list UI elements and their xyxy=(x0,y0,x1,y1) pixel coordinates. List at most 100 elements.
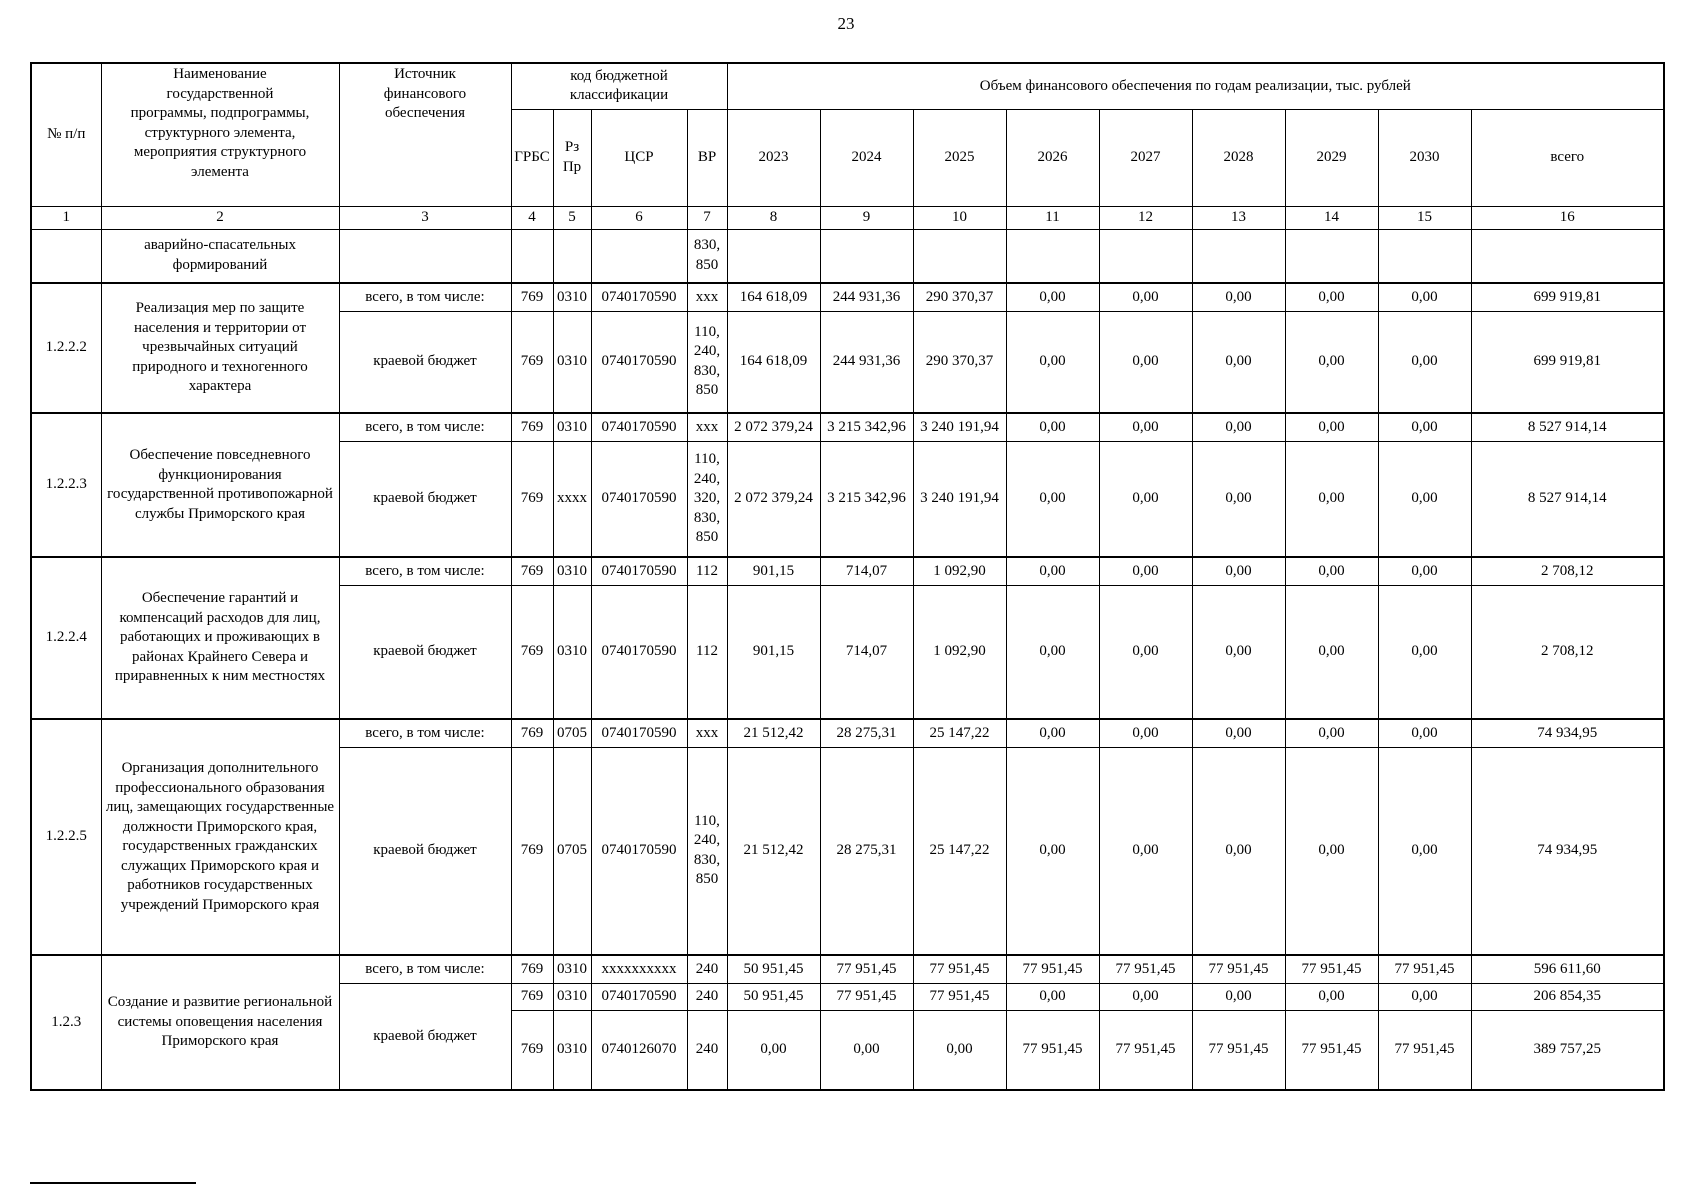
value-cell: 74 934,95 xyxy=(1470,718,1665,748)
value-cell: 0,00 xyxy=(1284,556,1379,586)
value-cell: 0,00 xyxy=(1377,440,1472,558)
col-number-cell: 14 xyxy=(1284,205,1379,230)
rzpr-cell xyxy=(552,228,592,284)
value-cell: 0,00 xyxy=(1005,982,1100,1011)
csr-cell: xxxxxxxxxx xyxy=(590,954,688,984)
col-number-cell: 15 xyxy=(1377,205,1472,230)
value-cell: 0,00 xyxy=(1005,282,1100,312)
csr-cell xyxy=(590,228,688,284)
col-number-cell: 8 xyxy=(726,205,821,230)
value-cell: 1 092,90 xyxy=(912,556,1007,586)
source-cell: краевой бюджет xyxy=(338,746,512,956)
value-cell: 0,00 xyxy=(1191,982,1286,1011)
value-cell: 901,15 xyxy=(726,556,821,586)
value-cell: 77 951,45 xyxy=(1284,954,1379,984)
value-cell: 0,00 xyxy=(1284,746,1379,956)
grbs-cell: 769 xyxy=(510,282,554,312)
col-number-cell: 2 xyxy=(100,205,340,230)
csr-cell: 0740170590 xyxy=(590,718,688,748)
value-cell: 0,00 xyxy=(1377,584,1472,720)
grbs-cell: 769 xyxy=(510,440,554,558)
name-cell: Организация дополнительного профессионал… xyxy=(100,718,340,956)
value-cell: 21 512,42 xyxy=(726,718,821,748)
value-cell: 2 708,12 xyxy=(1470,556,1665,586)
col-number-cell: 10 xyxy=(912,205,1007,230)
year-header-cell: 2027 xyxy=(1098,108,1193,207)
col-number-cell: 6 xyxy=(590,205,688,230)
rzpr-cell: 0310 xyxy=(552,982,592,1011)
value-cell: 0,00 xyxy=(1377,982,1472,1011)
csr-cell: 0740170590 xyxy=(590,440,688,558)
csr-cell: 0740170590 xyxy=(590,412,688,442)
value-cell: 699 919,81 xyxy=(1470,282,1665,312)
value-cell: 714,07 xyxy=(819,556,914,586)
rzpr-cell: 0705 xyxy=(552,718,592,748)
grbs-cell: 769 xyxy=(510,584,554,720)
vr-cell: 240 xyxy=(686,954,728,984)
value-cell xyxy=(1098,228,1193,284)
header-source: Источник финансового обеспечения xyxy=(338,62,512,207)
grbs-cell: 769 xyxy=(510,718,554,748)
year-header-cell: 2028 xyxy=(1191,108,1286,207)
value-cell: 164 618,09 xyxy=(726,282,821,312)
value-cell: 0,00 xyxy=(1005,440,1100,558)
source-cell: краевой бюджет xyxy=(338,440,512,558)
source-cell: всего, в том числе: xyxy=(338,282,512,312)
grbs-cell: 769 xyxy=(510,954,554,984)
rzpr-cell: 0310 xyxy=(552,556,592,586)
column-numbers-row: 1 2 3 4 5 6 7 8 9 10 11 12 13 14 15 16 xyxy=(30,205,1665,230)
rzpr-cell: 0310 xyxy=(552,584,592,720)
header-vr: ВР xyxy=(686,108,728,207)
year-header-cell: 2029 xyxy=(1284,108,1379,207)
npp-cell xyxy=(30,228,102,284)
value-cell: 25 147,22 xyxy=(912,746,1007,956)
col-number-cell: 3 xyxy=(338,205,512,230)
rzpr-cell: 0310 xyxy=(552,310,592,414)
npp-cell: 1.2.2.3 xyxy=(30,412,102,558)
source-cell: всего, в том числе: xyxy=(338,412,512,442)
value-cell: 0,00 xyxy=(1284,310,1379,414)
value-cell: 8 527 914,14 xyxy=(1470,440,1665,558)
value-cell: 28 275,31 xyxy=(819,718,914,748)
value-cell: 77 951,45 xyxy=(1098,954,1193,984)
csr-cell: 0740126070 xyxy=(590,1009,688,1091)
value-cell: 0,00 xyxy=(1098,310,1193,414)
rzpr-cell: 0310 xyxy=(552,1009,592,1091)
source-cell: всего, в том числе: xyxy=(338,954,512,984)
value-cell: 0,00 xyxy=(1191,556,1286,586)
header-name: Наименование государственной программы, … xyxy=(100,62,340,207)
grbs-cell: 769 xyxy=(510,556,554,586)
csr-cell: 0740170590 xyxy=(590,310,688,414)
value-cell: 0,00 xyxy=(1005,584,1100,720)
grbs-cell: 769 xyxy=(510,412,554,442)
value-cell xyxy=(1284,228,1379,284)
value-cell: 77 951,45 xyxy=(819,954,914,984)
source-cell: краевой бюджет xyxy=(338,310,512,414)
value-cell: 290 370,37 xyxy=(912,282,1007,312)
npp-cell: 1.2.3 xyxy=(30,954,102,1091)
header-npp: № п/п xyxy=(30,62,102,207)
csr-cell: 0740170590 xyxy=(590,746,688,956)
year-header-cell: 2023 xyxy=(726,108,821,207)
grbs-cell: 769 xyxy=(510,1009,554,1091)
grbs-cell xyxy=(510,228,554,284)
vr-cell: xxx xyxy=(686,412,728,442)
value-cell: 164 618,09 xyxy=(726,310,821,414)
vr-cell: 110, 240, 320, 830, 850 xyxy=(686,440,728,558)
value-cell: 0,00 xyxy=(1284,412,1379,442)
value-cell: 28 275,31 xyxy=(819,746,914,956)
grbs-cell: 769 xyxy=(510,746,554,956)
value-cell: 206 854,35 xyxy=(1470,982,1665,1011)
header-total: всего xyxy=(1470,108,1665,207)
header-volume: Объем финансового обеспечения по годам р… xyxy=(726,62,1665,110)
csr-cell: 0740170590 xyxy=(590,556,688,586)
col-number-cell: 7 xyxy=(686,205,728,230)
value-cell: 50 951,45 xyxy=(726,982,821,1011)
value-cell: 77 951,45 xyxy=(912,982,1007,1011)
value-cell: 0,00 xyxy=(1098,282,1193,312)
value-cell xyxy=(1191,228,1286,284)
value-cell: 0,00 xyxy=(1005,746,1100,956)
page-number: 23 xyxy=(837,14,855,33)
table-row: краевой бюджет 769 0310 0740170590 112 9… xyxy=(31,584,1665,720)
source-cell: всего, в том числе: xyxy=(338,556,512,586)
